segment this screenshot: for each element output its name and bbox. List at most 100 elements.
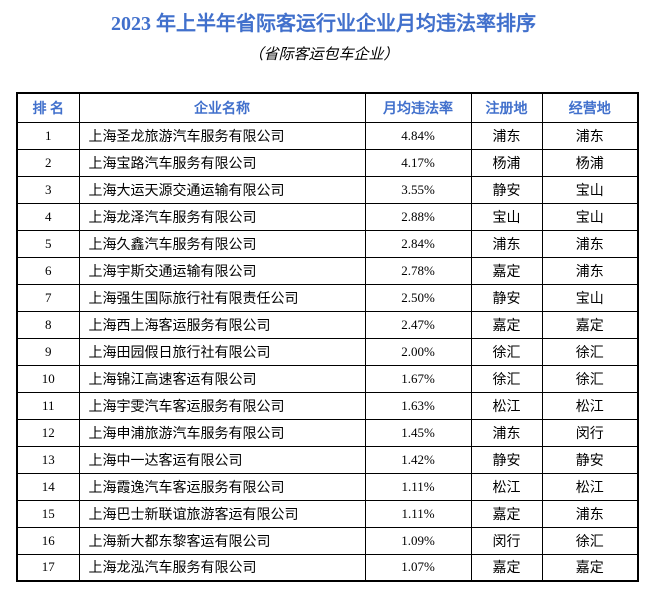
cell-violation-rate: 1.11% — [364, 499, 472, 528]
cell-rank: 6 — [16, 256, 80, 285]
cell-company-name: 上海巴士新联谊旅游客运有限公司 — [78, 499, 366, 528]
cell-operating-place: 松江 — [541, 391, 639, 420]
cell-operating-place: 嘉定 — [541, 553, 639, 582]
cell-rank: 17 — [16, 553, 80, 582]
cell-rank: 8 — [16, 310, 80, 339]
column-header-registration-place: 注册地 — [470, 92, 543, 123]
cell-violation-rate: 2.47% — [364, 310, 472, 339]
cell-rank: 7 — [16, 283, 80, 312]
cell-rank: 5 — [16, 229, 80, 258]
cell-operating-place: 闵行 — [541, 418, 639, 447]
table-row: 10 上海锦江高速客运有限公司 1.67% 徐汇 徐汇 — [16, 364, 639, 393]
cell-registration-place: 嘉定 — [470, 499, 543, 528]
cell-violation-rate: 1.45% — [364, 418, 472, 447]
cell-registration-place: 嘉定 — [470, 310, 543, 339]
table-row: 5 上海久鑫汽车服务有限公司 2.84% 浦东 浦东 — [16, 229, 639, 258]
table-body: 1 上海圣龙旅游汽车服务有限公司 4.84% 浦东 浦东 2 上海宝路汽车服务有… — [16, 121, 639, 582]
cell-company-name: 上海龙泓汽车服务有限公司 — [78, 553, 366, 582]
cell-violation-rate: 2.50% — [364, 283, 472, 312]
cell-registration-place: 静安 — [470, 445, 543, 474]
cell-rank: 4 — [16, 202, 80, 231]
table-row: 4 上海龙泽汽车服务有限公司 2.88% 宝山 宝山 — [16, 202, 639, 231]
cell-violation-rate: 2.00% — [364, 337, 472, 366]
cell-violation-rate: 1.07% — [364, 553, 472, 582]
cell-registration-place: 浦东 — [470, 418, 543, 447]
table-row: 3 上海大运天源交通运输有限公司 3.55% 静安 宝山 — [16, 175, 639, 204]
cell-violation-rate: 4.17% — [364, 148, 472, 177]
cell-registration-place: 嘉定 — [470, 553, 543, 582]
table-row: 15 上海巴士新联谊旅游客运有限公司 1.11% 嘉定 浦东 — [16, 499, 639, 528]
cell-registration-place: 宝山 — [470, 202, 543, 231]
cell-violation-rate: 1.63% — [364, 391, 472, 420]
cell-operating-place: 杨浦 — [541, 148, 639, 177]
cell-rank: 12 — [16, 418, 80, 447]
table-row: 8 上海西上海客运服务有限公司 2.47% 嘉定 嘉定 — [16, 310, 639, 339]
cell-operating-place: 松江 — [541, 472, 639, 501]
page-subtitle: （省际客运包车企业） — [248, 45, 399, 63]
table-row: 16 上海新大都东黎客运有限公司 1.09% 闵行 徐汇 — [16, 526, 639, 555]
table-row: 7 上海强生国际旅行社有限责任公司 2.50% 静安 宝山 — [16, 283, 639, 312]
cell-registration-place: 浦东 — [470, 229, 543, 258]
table-row: 1 上海圣龙旅游汽车服务有限公司 4.84% 浦东 浦东 — [16, 121, 639, 150]
cell-violation-rate: 3.55% — [364, 175, 472, 204]
cell-rank: 10 — [16, 364, 80, 393]
column-header-monthly-violation-rate: 月均违法率 — [364, 92, 472, 123]
cell-operating-place: 静安 — [541, 445, 639, 474]
table-row: 2 上海宝路汽车服务有限公司 4.17% 杨浦 杨浦 — [16, 148, 639, 177]
cell-operating-place: 徐汇 — [541, 526, 639, 555]
cell-company-name: 上海龙泽汽车服务有限公司 — [78, 202, 366, 231]
cell-rank: 2 — [16, 148, 80, 177]
cell-rank: 16 — [16, 526, 80, 555]
cell-registration-place: 静安 — [470, 283, 543, 312]
cell-operating-place: 徐汇 — [541, 364, 639, 393]
column-header-company-name: 企业名称 — [78, 92, 366, 123]
cell-rank: 9 — [16, 337, 80, 366]
cell-violation-rate: 1.11% — [364, 472, 472, 501]
cell-registration-place: 浦东 — [470, 121, 543, 150]
cell-operating-place: 徐汇 — [541, 337, 639, 366]
cell-violation-rate: 1.42% — [364, 445, 472, 474]
cell-company-name: 上海大运天源交通运输有限公司 — [78, 175, 366, 204]
cell-company-name: 上海久鑫汽车服务有限公司 — [78, 229, 366, 258]
cell-operating-place: 宝山 — [541, 175, 639, 204]
cell-registration-place: 徐汇 — [470, 337, 543, 366]
page-title: 2023 年上半年省际客运行业企业月均违法率排序 — [111, 13, 536, 35]
cell-company-name: 上海新大都东黎客运有限公司 — [78, 526, 366, 555]
cell-violation-rate: 2.84% — [364, 229, 472, 258]
cell-registration-place: 杨浦 — [470, 148, 543, 177]
cell-operating-place: 宝山 — [541, 202, 639, 231]
table-row: 11 上海宇雯汽车客运服务有限公司 1.63% 松江 松江 — [16, 391, 639, 420]
cell-company-name: 上海强生国际旅行社有限责任公司 — [78, 283, 366, 312]
cell-company-name: 上海中一达客运有限公司 — [78, 445, 366, 474]
cell-operating-place: 浦东 — [541, 121, 639, 150]
cell-company-name: 上海田园假日旅行社有限公司 — [78, 337, 366, 366]
cell-violation-rate: 4.84% — [364, 121, 472, 150]
cell-operating-place: 浦东 — [541, 499, 639, 528]
cell-violation-rate: 2.88% — [364, 202, 472, 231]
violation-rate-ranking-table: 排 名 企业名称 月均违法率 注册地 经营地 1 上海圣龙旅游汽车服务有限公司 … — [16, 92, 639, 582]
cell-violation-rate: 1.67% — [364, 364, 472, 393]
cell-rank: 15 — [16, 499, 80, 528]
table-row: 14 上海霞逸汽车客运服务有限公司 1.11% 松江 松江 — [16, 472, 639, 501]
table-row: 9 上海田园假日旅行社有限公司 2.00% 徐汇 徐汇 — [16, 337, 639, 366]
cell-registration-place: 嘉定 — [470, 256, 543, 285]
cell-registration-place: 松江 — [470, 472, 543, 501]
cell-violation-rate: 2.78% — [364, 256, 472, 285]
column-header-rank: 排 名 — [16, 92, 80, 123]
cell-registration-place: 松江 — [470, 391, 543, 420]
cell-company-name: 上海霞逸汽车客运服务有限公司 — [78, 472, 366, 501]
cell-company-name: 上海西上海客运服务有限公司 — [78, 310, 366, 339]
cell-rank: 13 — [16, 445, 80, 474]
cell-company-name: 上海圣龙旅游汽车服务有限公司 — [78, 121, 366, 150]
table-row: 13 上海中一达客运有限公司 1.42% 静安 静安 — [16, 445, 639, 474]
cell-rank: 11 — [16, 391, 80, 420]
cell-operating-place: 宝山 — [541, 283, 639, 312]
table-row: 17 上海龙泓汽车服务有限公司 1.07% 嘉定 嘉定 — [16, 553, 639, 582]
cell-operating-place: 浦东 — [541, 229, 639, 258]
cell-operating-place: 嘉定 — [541, 310, 639, 339]
cell-rank: 14 — [16, 472, 80, 501]
cell-rank: 1 — [16, 121, 80, 150]
cell-registration-place: 静安 — [470, 175, 543, 204]
cell-company-name: 上海锦江高速客运有限公司 — [78, 364, 366, 393]
